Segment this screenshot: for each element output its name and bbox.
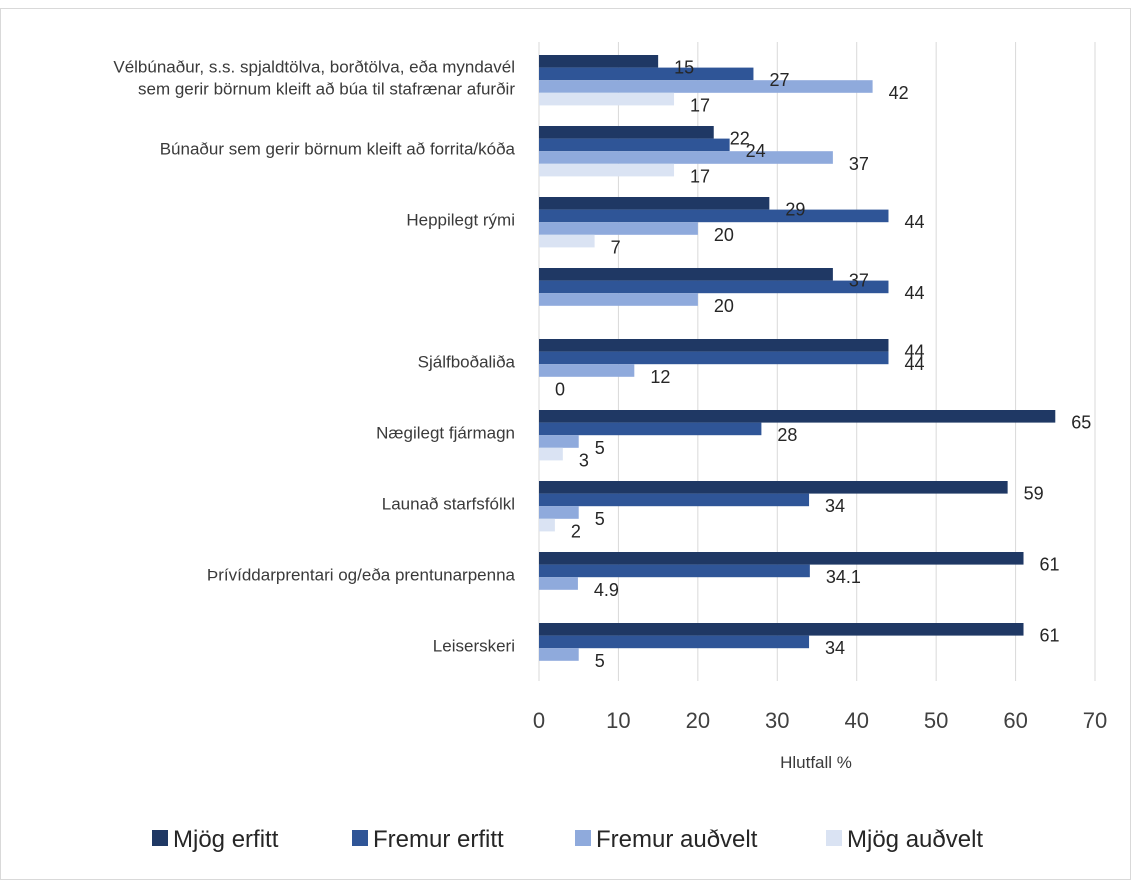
bar xyxy=(539,280,889,294)
bar xyxy=(539,506,579,519)
data-label: 59 xyxy=(1024,484,1044,504)
data-label: 7 xyxy=(611,237,621,257)
category-label: Nægilegt fjármagn xyxy=(376,424,515,443)
bar xyxy=(539,410,1056,423)
x-tick-label: 10 xyxy=(606,708,630,733)
data-label: 37 xyxy=(849,271,869,291)
bars xyxy=(539,55,1056,661)
bar xyxy=(539,564,810,578)
bar xyxy=(539,92,675,106)
category-label: Þrívíddarprentari og/eða prentunarpenna xyxy=(207,566,516,585)
legend-label: Fremur erfitt xyxy=(373,826,504,853)
bar xyxy=(539,552,1024,565)
category-label: sem gerir börnum kleift að búa til stafr… xyxy=(138,80,515,99)
category-label: Sjálfboðaliða xyxy=(418,353,516,372)
x-axis-title: Hlutfall % xyxy=(780,753,852,772)
x-tick-labels: 0 10 20 30 40 50 60 70 xyxy=(533,708,1107,733)
data-label: 34 xyxy=(825,638,845,658)
legend-label: Mjög erfitt xyxy=(173,826,279,853)
data-label: 44 xyxy=(904,354,924,374)
bar xyxy=(539,493,810,507)
chart-frame xyxy=(0,8,1131,880)
bar xyxy=(539,138,730,152)
data-label: 2 xyxy=(571,521,581,541)
data-label: 20 xyxy=(714,296,734,316)
data-label: 17 xyxy=(690,95,710,115)
data-label: 42 xyxy=(889,83,909,103)
legend-label: Fremur auðvelt xyxy=(596,826,758,853)
category-labels: Vélbúnaður, s.s. spjaldtölva, borðtölva,… xyxy=(113,58,515,656)
data-label: 12 xyxy=(650,367,670,387)
bar xyxy=(539,635,810,649)
data-label: 61 xyxy=(1040,555,1060,575)
bar xyxy=(539,351,889,365)
data-label: 29 xyxy=(785,200,805,220)
data-label: 44 xyxy=(904,212,924,232)
data-label: 0 xyxy=(555,379,565,399)
data-label: 61 xyxy=(1040,626,1060,646)
bar xyxy=(539,435,579,448)
data-label: 34 xyxy=(825,496,845,516)
category-label: Heppilegt rými xyxy=(406,211,515,230)
data-label: 65 xyxy=(1071,413,1091,433)
category-label: Launað starfsfólkl xyxy=(382,495,515,514)
data-label: 44 xyxy=(904,283,924,303)
bar xyxy=(539,268,833,281)
x-tick-label: 50 xyxy=(924,708,948,733)
data-label: 22 xyxy=(730,129,750,149)
data-label: 15 xyxy=(674,58,694,78)
bar xyxy=(539,447,563,461)
bar xyxy=(539,422,762,436)
legend-swatch xyxy=(352,830,368,846)
x-tick-label: 0 xyxy=(533,708,545,733)
x-tick-label: 30 xyxy=(765,708,789,733)
bar xyxy=(539,151,833,164)
data-label: 5 xyxy=(595,438,605,458)
bar xyxy=(539,209,889,223)
bar xyxy=(539,518,555,532)
data-label: 27 xyxy=(769,70,789,90)
data-label: 20 xyxy=(714,225,734,245)
data-label: 44 xyxy=(904,342,924,362)
data-label: 3 xyxy=(579,450,589,470)
data-labels: 1527421722243717294420737442044441206528… xyxy=(555,58,1091,671)
category-label: Vélbúnaður, s.s. spjaldtölva, borðtölva,… xyxy=(113,58,515,77)
bar xyxy=(539,339,889,352)
data-label: 4.9 xyxy=(594,580,619,600)
legend: Mjög erfitt Fremur erfitt Fremur auðvelt Mj… xyxy=(152,826,983,853)
bar xyxy=(539,126,714,139)
bar xyxy=(539,648,579,661)
legend-swatch xyxy=(575,830,591,846)
data-label: 17 xyxy=(690,166,710,186)
bar xyxy=(539,55,659,68)
x-tick-label: 40 xyxy=(844,708,868,733)
bar xyxy=(539,577,578,590)
bar xyxy=(539,293,698,306)
data-label: 5 xyxy=(595,651,605,671)
bar xyxy=(539,222,698,235)
bar xyxy=(539,234,595,248)
data-label: 34.1 xyxy=(826,567,861,587)
data-label: 28 xyxy=(777,425,797,445)
bar xyxy=(539,623,1024,636)
legend-swatch xyxy=(826,830,842,846)
x-tick-label: 20 xyxy=(686,708,710,733)
legend-label: Mjög auðvelt xyxy=(847,826,983,853)
bar xyxy=(539,364,635,377)
category-label: Leiserskeri xyxy=(433,637,515,656)
bar xyxy=(539,67,754,81)
bar xyxy=(539,163,675,177)
x-tick-label: 70 xyxy=(1083,708,1107,733)
category-label: Búnaður sem gerir börnum kleift að forri… xyxy=(160,140,516,159)
data-label: 24 xyxy=(746,141,766,161)
data-label: 37 xyxy=(849,154,869,174)
bar xyxy=(539,197,770,210)
bar xyxy=(539,80,873,93)
data-label: 5 xyxy=(595,509,605,529)
legend-swatch xyxy=(152,830,168,846)
bar xyxy=(539,481,1008,494)
x-tick-label: 60 xyxy=(1003,708,1027,733)
